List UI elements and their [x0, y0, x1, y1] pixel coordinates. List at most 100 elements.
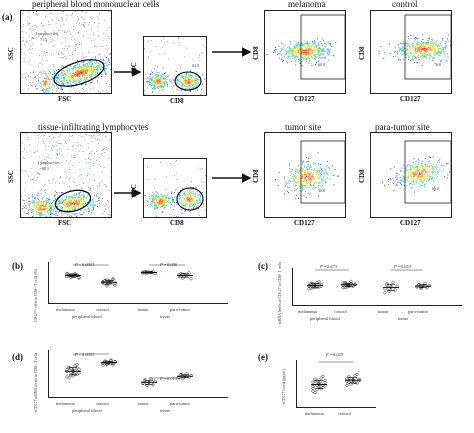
pd-point — [77, 371, 81, 375]
r1-cd127-label-mel: CD127 — [294, 95, 315, 103]
pd-point — [141, 381, 145, 385]
pe-point — [311, 386, 315, 390]
pd-point — [73, 372, 77, 377]
r1-cd8-value: 63.5 — [192, 63, 199, 68]
panel-b-ylabel: CD127+ cells in CD8+ T cells (%) — [34, 269, 38, 322]
r1p1-debris — [27, 70, 64, 93]
panel-c-group2: tissue — [398, 316, 409, 321]
r1-ssc-label-2: SSC — [130, 62, 138, 75]
pb-point — [187, 271, 191, 275]
pc-point — [343, 285, 347, 289]
pc-point — [349, 279, 353, 283]
pc-point — [383, 291, 387, 295]
pc-point — [311, 286, 315, 290]
pd-point — [185, 372, 189, 376]
r2-para-value: 66.2 — [432, 186, 439, 191]
pb-point — [177, 274, 181, 278]
control-title: control — [392, 0, 418, 9]
panel-b-g4: para-tumor — [170, 307, 190, 312]
pc-point — [341, 286, 345, 290]
pd-point — [143, 378, 147, 382]
panel-b-group2: tissue — [160, 314, 171, 319]
r1-cd8-label: CD8 — [170, 97, 184, 105]
pe-point — [319, 382, 323, 386]
pe-point — [353, 381, 357, 385]
panel-e-ylabel: sCD127 levels (pg/ml) — [282, 369, 286, 404]
panel-b-group1: peripheral blood — [72, 314, 102, 319]
panel-e-g1: melanoma — [305, 411, 324, 416]
pd-point — [67, 366, 71, 370]
r2p1-gate — [54, 189, 92, 213]
panel-c-p1: P =0.673 — [320, 264, 337, 269]
r2p1-debris — [22, 192, 63, 217]
r1p1-gate — [53, 59, 105, 87]
r1-mel-value: 60.0 — [318, 62, 325, 67]
panel-d-p2: P =0.013 — [160, 376, 177, 381]
pd-point — [101, 363, 105, 367]
r1p2-cloud-pos — [171, 70, 206, 92]
pc-point — [341, 281, 345, 285]
panel-d-g4: para-tumor — [170, 401, 190, 406]
pc-point — [309, 281, 313, 285]
panel-e-g2: control — [338, 411, 351, 416]
row2-title: tissue-infiltrating lymphocytes — [38, 122, 149, 132]
r2-para-plot — [370, 132, 452, 218]
pd-point — [65, 368, 69, 372]
melanoma-title: melanoma — [288, 0, 326, 9]
pc-point — [343, 280, 347, 284]
panel-d-g2: control — [96, 401, 109, 406]
panel-d-g3: tumor — [138, 401, 149, 406]
r2-cd127-label-para: CD127 — [400, 219, 421, 227]
pc-point — [393, 288, 397, 292]
panel-b-g2: control — [96, 307, 109, 312]
r1-ssc-label: SSC — [7, 47, 15, 60]
pc-point — [391, 280, 395, 284]
pe-point — [315, 383, 319, 387]
r1-lymph-value: 71.5 — [40, 37, 47, 42]
panel-d-group1: peripheral blood — [72, 408, 102, 413]
r1-melanoma-plot — [264, 10, 346, 94]
pe-point — [311, 384, 315, 388]
pd-point — [77, 367, 81, 371]
r2p3-gate — [300, 140, 345, 204]
r1-control-plot — [370, 10, 452, 94]
panel-d-ylabel: sCD127 mRNA levels in CD8+ T cells — [34, 352, 38, 412]
pe-point — [347, 375, 351, 379]
row1-title: peripheral blood mononuclear cells — [32, 0, 160, 9]
panel-b-g3: tumor — [138, 307, 149, 312]
r2-ssc-label-2: SSC — [130, 184, 138, 197]
r1p2-gate — [174, 71, 202, 91]
panel-c-ylabel: mRNA levels of CD127 in CD8+ T cells — [278, 262, 282, 324]
pe-point — [311, 380, 315, 384]
r1p2-cloud-neg — [146, 67, 175, 93]
r1p3-gate — [300, 14, 345, 80]
panel-a-tag: (a) — [2, 12, 13, 22]
pb-point — [69, 273, 73, 277]
pe-point — [311, 389, 315, 393]
pe-point — [347, 376, 351, 380]
pe-point — [321, 374, 325, 378]
pc-point — [387, 286, 391, 290]
pb-point — [105, 284, 109, 288]
pc-point — [423, 281, 427, 285]
r2-cd127-label-tumor: CD127 — [294, 219, 315, 227]
r1-cd8-y-label-mel: CD8 — [252, 46, 260, 60]
pd-point — [75, 362, 79, 366]
r1p4-cloud — [378, 34, 451, 66]
r1p1-noise — [21, 11, 111, 93]
r1-lymphocytes-label: Lymphocytes — [36, 31, 58, 36]
r1-cd127-label-ctrl: CD127 — [400, 95, 421, 103]
pd-point — [73, 364, 77, 368]
r2-fsc-label: FSC — [58, 219, 72, 227]
pb-point — [77, 276, 81, 280]
pd-point — [187, 375, 191, 379]
panel-c-g1: melanoma — [298, 309, 317, 314]
pd-point — [111, 363, 115, 367]
tumor-site-title: tumor site — [285, 122, 322, 132]
pb-point — [181, 276, 185, 280]
pd-point — [189, 373, 193, 377]
r1-cd8-y-label-ctrl: CD8 — [358, 46, 366, 60]
r2-fsc-ssc-plot — [20, 132, 112, 218]
pc-point — [385, 283, 389, 287]
panel-d-tag: (d) — [12, 352, 23, 362]
